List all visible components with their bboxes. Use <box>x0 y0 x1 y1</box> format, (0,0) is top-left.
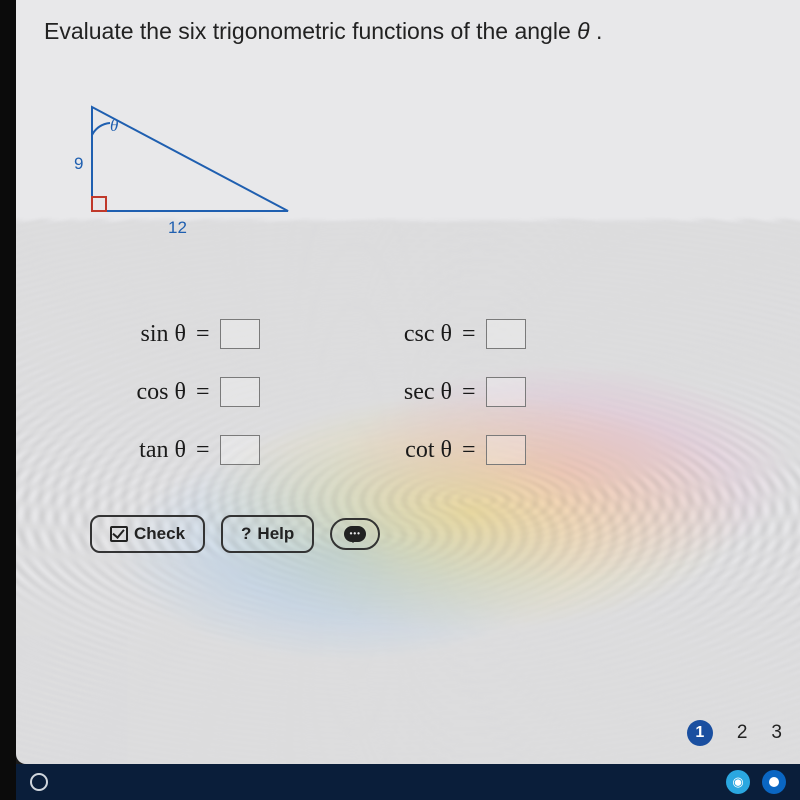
check-button-label: Check <box>134 524 185 544</box>
chat-button[interactable]: ••• <box>330 518 380 550</box>
page-1[interactable]: 1 <box>687 720 713 746</box>
angle-theta-label: θ <box>110 116 118 135</box>
equals-sign: = <box>462 321 476 348</box>
side-bottom-label: 12 <box>168 218 187 237</box>
equals-sign: = <box>196 321 210 348</box>
taskbar: ◉ <box>16 764 800 800</box>
camera-icon[interactable] <box>762 770 786 794</box>
label-sec: sec θ <box>360 379 452 406</box>
right-angle-marker <box>92 197 106 211</box>
check-button[interactable]: Check <box>90 515 205 553</box>
row-csc: csc θ = <box>360 319 600 349</box>
angle-theta-arc <box>92 123 110 135</box>
input-cos[interactable] <box>220 377 260 407</box>
equals-sign: = <box>196 437 210 464</box>
label-csc: csc θ <box>360 321 452 348</box>
start-icon[interactable] <box>30 773 48 791</box>
help-button-label: Help <box>257 524 294 544</box>
chat-icon: ••• <box>344 526 366 542</box>
exercise-screen: Evaluate the six trigonometric functions… <box>16 0 800 764</box>
input-csc[interactable] <box>486 319 526 349</box>
triangle-svg: θ 9 12 <box>68 99 308 249</box>
input-sin[interactable] <box>220 319 260 349</box>
system-tray: ◉ <box>726 770 786 794</box>
page-3[interactable]: 3 <box>771 722 782 744</box>
label-cot: cot θ <box>360 437 452 464</box>
input-sec[interactable] <box>486 377 526 407</box>
page-navigator: 1 2 3 <box>687 720 782 746</box>
row-cos: cos θ = <box>94 377 334 407</box>
input-tan[interactable] <box>220 435 260 465</box>
equals-sign: = <box>462 379 476 406</box>
input-cot[interactable] <box>486 435 526 465</box>
question-suffix: . <box>590 18 603 44</box>
side-left-label: 9 <box>74 154 83 173</box>
triangle-outline <box>92 107 288 211</box>
label-sin: sin θ <box>94 321 186 348</box>
row-cot: cot θ = <box>360 435 600 465</box>
action-buttons: Check ? Help ••• <box>90 515 772 553</box>
theta-symbol: θ <box>577 18 589 44</box>
left-bezel <box>0 0 16 800</box>
row-sec: sec θ = <box>360 377 600 407</box>
triangle-figure: θ 9 12 <box>68 99 772 249</box>
label-cos: cos θ <box>94 379 186 406</box>
row-sin: sin θ = <box>94 319 334 349</box>
question-prefix: Evaluate the six trigonometric functions… <box>44 18 577 44</box>
check-icon <box>110 526 128 542</box>
help-icon: ? <box>241 524 251 544</box>
accessibility-icon[interactable]: ◉ <box>726 770 750 794</box>
equals-sign: = <box>196 379 210 406</box>
answers-grid: sin θ = csc θ = cos θ = sec θ = tan θ = … <box>94 319 772 465</box>
row-tan: tan θ = <box>94 435 334 465</box>
page-2[interactable]: 2 <box>737 722 748 744</box>
equals-sign: = <box>462 437 476 464</box>
label-tan: tan θ <box>94 437 186 464</box>
help-button[interactable]: ? Help <box>221 515 314 553</box>
question-text: Evaluate the six trigonometric functions… <box>44 18 772 45</box>
